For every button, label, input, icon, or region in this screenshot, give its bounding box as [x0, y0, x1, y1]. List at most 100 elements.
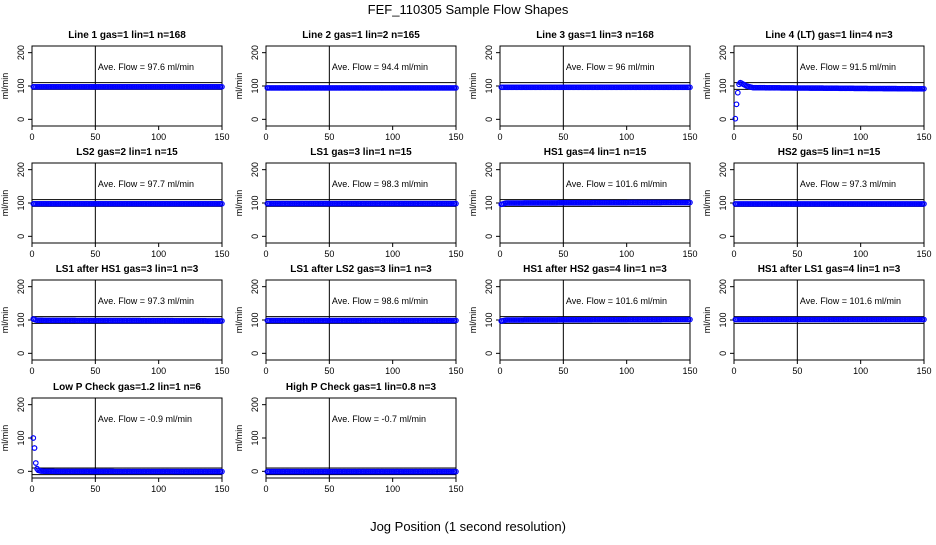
series-flow: [732, 79, 927, 122]
figure-xlabel: Jog Position (1 second resolution): [370, 519, 566, 534]
x-tick-label: 150: [682, 366, 697, 376]
y-tick-label: 0: [718, 234, 728, 239]
x-tick-label: 150: [682, 249, 697, 259]
y-tick-label: 100: [16, 78, 26, 93]
y-tick-label: 100: [484, 195, 494, 210]
panel-title: High P Check gas=1 lin=0.8 n=3: [286, 382, 437, 393]
panel-6: LS1 gas=3 lin=1 n=15 ml/min 0 100 200 0 50 100 1…: [234, 147, 464, 259]
panel-title: HS2 gas=5 lin=1 n=15: [778, 147, 881, 158]
panel-frame: [31, 397, 223, 479]
y-tick-label: 100: [484, 312, 494, 327]
y-tick-label: 200: [484, 162, 494, 177]
x-tick-label: 0: [29, 249, 34, 259]
x-tick-label: 0: [731, 249, 736, 259]
average-flow-annotation: Ave. Flow = -0.7 ml/min: [332, 414, 426, 424]
series-flow: [264, 468, 459, 475]
panel-ylabel: ml/min: [0, 73, 10, 100]
series-flow: [498, 316, 693, 324]
data-point: [30, 435, 37, 441]
x-tick-label: 150: [214, 366, 229, 376]
data-point: [921, 86, 927, 92]
y-tick-label: 100: [250, 195, 260, 210]
y-tick-label: 100: [718, 195, 728, 210]
y-tick-label: 100: [250, 312, 260, 327]
panel-title: HS1 after HS2 gas=4 lin=1 n=3: [523, 264, 667, 275]
panel-ylabel: ml/min: [468, 190, 478, 217]
y-tick-label: 200: [16, 45, 26, 60]
panel-title: Line 3 gas=1 lin=3 n=168: [536, 30, 654, 41]
panel-title: Line 1 gas=1 lin=1 n=168: [68, 30, 186, 41]
panel-title: LS2 gas=2 lin=1 n=15: [76, 147, 178, 158]
y-tick-label: 0: [718, 117, 728, 122]
data-point: [33, 460, 39, 466]
x-tick-label: 150: [214, 132, 229, 142]
panel-ylabel: ml/min: [234, 425, 244, 452]
series-flow: [30, 316, 225, 324]
x-tick-label: 100: [385, 249, 400, 259]
series-flow: [498, 199, 693, 208]
x-tick-label: 150: [916, 249, 931, 259]
x-tick-label: 50: [558, 132, 568, 142]
data-point: [733, 101, 740, 108]
data-point: [453, 317, 459, 324]
x-tick-label: 50: [792, 366, 802, 376]
series-flow: [264, 85, 459, 91]
panel-14: High P Check gas=1 lin=0.8 n=3 ml/min 0 100…: [234, 382, 464, 494]
x-tick-label: 150: [682, 132, 697, 142]
x-tick-label: 50: [324, 249, 334, 259]
data-point: [732, 115, 739, 122]
x-tick-label: 150: [214, 484, 229, 494]
y-tick-label: 0: [16, 234, 26, 239]
panel-ylabel: ml/min: [468, 307, 478, 334]
y-tick-label: 0: [250, 234, 260, 239]
x-tick-label: 100: [853, 132, 868, 142]
average-flow-annotation: Ave. Flow = 97.7 ml/min: [98, 179, 194, 189]
average-flow-annotation: Ave. Flow = 98.6 ml/min: [332, 296, 428, 306]
panel-title: LS1 after HS1 gas=3 lin=1 n=3: [56, 264, 199, 275]
x-tick-label: 0: [29, 132, 34, 142]
panel-ylabel: ml/min: [702, 73, 712, 100]
y-tick-label: 200: [16, 397, 26, 412]
x-tick-label: 50: [90, 484, 100, 494]
panel-3: Line 3 gas=1 lin=3 n=168 ml/min 0 100 200 0 50…: [468, 30, 698, 142]
panel-ylabel: ml/min: [234, 307, 244, 334]
y-tick-label: 200: [250, 162, 260, 177]
figure-title: FEF_110305 Sample Flow Shapes: [368, 2, 569, 17]
x-tick-label: 0: [29, 366, 34, 376]
x-tick-label: 0: [29, 484, 34, 494]
data-point: [219, 468, 225, 475]
x-tick-label: 50: [90, 366, 100, 376]
y-tick-label: 200: [718, 45, 728, 60]
panel-title: Line 4 (LT) gas=1 lin=4 n=3: [765, 30, 893, 41]
average-flow-annotation: Ave. Flow = 94.4 ml/min: [332, 62, 428, 72]
y-tick-label: 0: [250, 469, 260, 474]
series-flow: [264, 200, 459, 207]
x-tick-label: 100: [619, 249, 634, 259]
x-tick-label: 0: [497, 366, 502, 376]
x-tick-label: 100: [619, 132, 634, 142]
x-tick-label: 100: [151, 132, 166, 142]
series-flow: [30, 435, 225, 475]
data-point: [687, 199, 693, 206]
data-point: [687, 316, 693, 323]
average-flow-annotation: Ave. Flow = 91.5 ml/min: [800, 62, 896, 72]
average-flow-annotation: Ave. Flow = 98.3 ml/min: [332, 179, 428, 189]
panel-11: HS1 after HS2 gas=4 lin=1 n=3 ml/min 0 100 2…: [468, 264, 698, 376]
panel-ylabel: ml/min: [0, 307, 10, 334]
y-tick-label: 100: [16, 312, 26, 327]
y-tick-label: 0: [484, 351, 494, 356]
y-tick-label: 100: [16, 430, 26, 445]
average-flow-annotation: Ave. Flow = 101.6 ml/min: [566, 179, 667, 189]
panel-ylabel: ml/min: [702, 307, 712, 334]
y-tick-label: 200: [484, 45, 494, 60]
data-point: [219, 84, 225, 90]
y-tick-label: 100: [250, 430, 260, 445]
y-tick-label: 0: [250, 117, 260, 122]
x-tick-label: 150: [916, 132, 931, 142]
y-tick-label: 200: [16, 279, 26, 294]
panel-5: LS2 gas=2 lin=1 n=15 ml/min 0 100 200 0 50 100 1…: [0, 147, 230, 259]
x-tick-label: 150: [448, 249, 463, 259]
x-tick-label: 50: [90, 132, 100, 142]
data-point: [453, 200, 459, 207]
x-tick-label: 0: [497, 249, 502, 259]
